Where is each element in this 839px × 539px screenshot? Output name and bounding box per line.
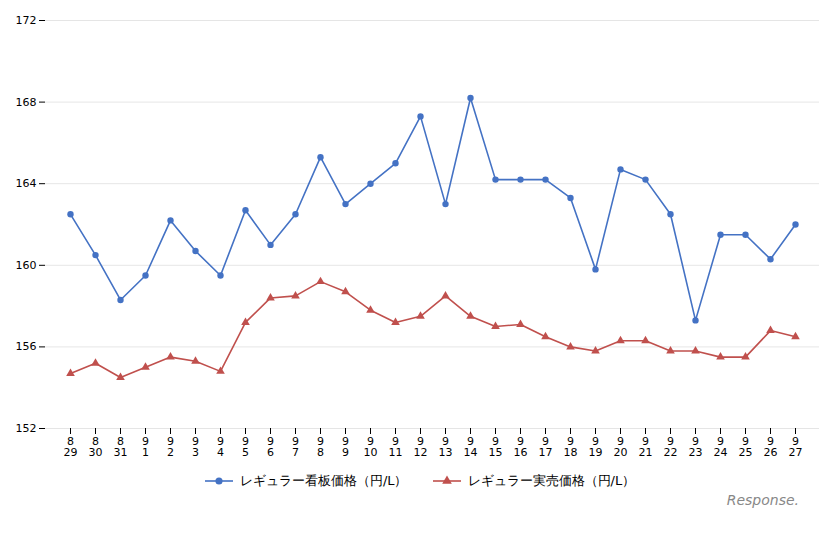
svg-text:168: 168 [16, 96, 37, 109]
svg-text:910: 910 [364, 435, 378, 459]
svg-text:156: 156 [16, 340, 37, 353]
svg-text:923: 923 [689, 435, 703, 459]
svg-text:95: 95 [242, 435, 249, 459]
svg-text:93: 93 [192, 435, 199, 459]
svg-text:918: 918 [564, 435, 578, 459]
svg-text:96: 96 [267, 435, 274, 459]
svg-text:830: 830 [89, 435, 103, 459]
svg-text:92: 92 [167, 435, 174, 459]
svg-text:98: 98 [317, 435, 324, 459]
svg-text:915: 915 [489, 435, 503, 459]
svg-text:924: 924 [714, 435, 728, 459]
html-text:Response.: Response. [726, 492, 799, 508]
svg-text:911: 911 [389, 435, 403, 459]
svg-text:97: 97 [292, 435, 299, 459]
svg-text:921: 921 [639, 435, 653, 459]
svg-text:917: 917 [539, 435, 553, 459]
svg-text:94: 94 [217, 435, 224, 459]
svg-text:912: 912 [414, 435, 428, 459]
svg-text:926: 926 [764, 435, 778, 459]
svg-text:829: 829 [64, 435, 78, 459]
svg-text:920: 920 [614, 435, 628, 459]
svg-text:99: 99 [342, 435, 349, 459]
svg-text:164: 164 [16, 177, 37, 190]
svg-text:160: 160 [16, 259, 37, 272]
html-text:レギュラー看板価格（円/L）: レギュラー看板価格（円/L） [239, 473, 408, 488]
svg-text:916: 916 [514, 435, 528, 459]
svg-text:831: 831 [114, 435, 128, 459]
html-text:レギュラー実売価格（円/L）: レギュラー実売価格（円/L） [467, 473, 636, 488]
svg-text:919: 919 [589, 435, 603, 459]
svg-text:922: 922 [664, 435, 678, 459]
svg-text:913: 913 [439, 435, 453, 459]
svg-text:172: 172 [16, 14, 37, 27]
svg-text:91: 91 [142, 435, 149, 459]
svg-text:152: 152 [16, 422, 37, 435]
svg-text:925: 925 [739, 435, 753, 459]
svg-text:927: 927 [789, 435, 803, 459]
svg-text:914: 914 [464, 435, 478, 459]
